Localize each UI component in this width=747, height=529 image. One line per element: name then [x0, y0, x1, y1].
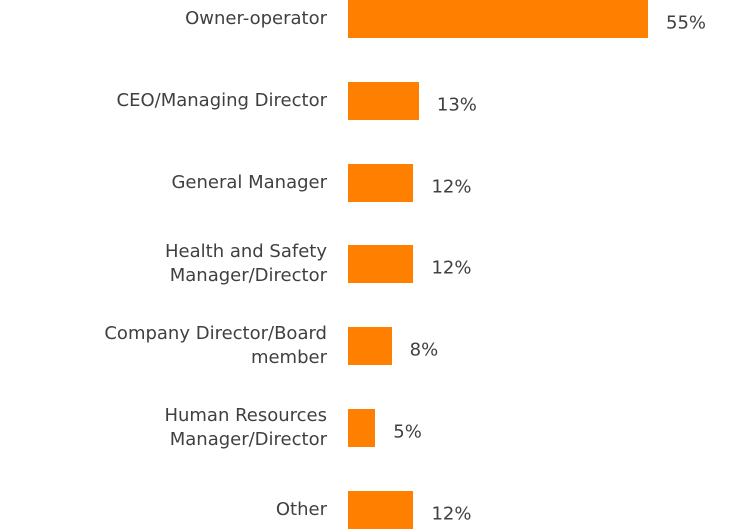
value-label: 8% [409, 339, 439, 361]
category-label: Owner-operator [185, 8, 327, 29]
value-label: 55% [666, 12, 707, 34]
bar [348, 409, 376, 447]
category-label: Company Director/Board member [104, 323, 327, 369]
bar [348, 0, 648, 38]
bar [348, 490, 414, 529]
value-label: 12% [431, 257, 472, 279]
bar [348, 327, 392, 366]
category-label: General Manager [171, 171, 327, 193]
category-label: CEO/Managing Director [116, 89, 327, 111]
value-label: 12% [431, 176, 472, 198]
value-label: 13% [436, 94, 477, 116]
category-label: Other [275, 498, 327, 520]
bar [348, 245, 414, 284]
value-label: 5% [393, 421, 422, 443]
category-label: Health and Safety Manager/Director [165, 241, 327, 287]
category-label: Human Resources Manager/Director [164, 405, 327, 450]
value-label: 12% [431, 503, 472, 525]
bar [348, 81, 419, 120]
bar [348, 163, 414, 202]
